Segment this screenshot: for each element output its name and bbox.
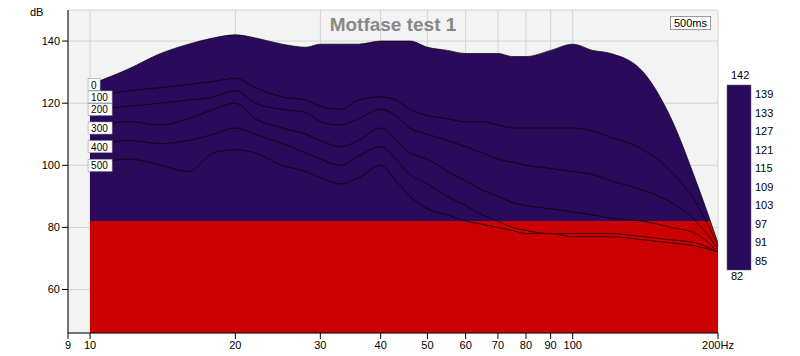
svg-text:82: 82 — [731, 270, 743, 282]
svg-text:400: 400 — [91, 142, 108, 153]
svg-text:10: 10 — [84, 339, 96, 351]
svg-text:90: 90 — [545, 339, 557, 351]
svg-text:85: 85 — [755, 255, 767, 267]
svg-text:200Hz: 200Hz — [702, 339, 734, 351]
html-text:500ms: 500ms — [674, 17, 707, 29]
svg-text:30: 30 — [314, 339, 326, 351]
svg-text:120: 120 — [42, 97, 60, 109]
svg-text:70: 70 — [492, 339, 504, 351]
svg-text:103: 103 — [755, 199, 773, 211]
svg-text:80: 80 — [520, 339, 532, 351]
svg-text:139: 139 — [755, 88, 773, 100]
svg-text:80: 80 — [48, 221, 60, 233]
svg-text:100: 100 — [564, 339, 582, 351]
svg-text:115: 115 — [755, 162, 773, 174]
svg-text:97: 97 — [755, 218, 767, 230]
svg-text:300: 300 — [91, 123, 108, 134]
svg-text:100: 100 — [91, 92, 108, 103]
svg-text:121: 121 — [755, 144, 773, 156]
svg-text:91: 91 — [755, 236, 767, 248]
html-text:dB: dB — [30, 6, 44, 18]
svg-text:50: 50 — [421, 339, 433, 351]
svg-text:100: 100 — [42, 159, 60, 171]
svg-text:60: 60 — [48, 283, 60, 295]
svg-text:0: 0 — [91, 80, 97, 91]
svg-text:140: 140 — [42, 35, 60, 47]
svg-text:40: 40 — [375, 339, 387, 351]
svg-text:200: 200 — [91, 104, 108, 115]
svg-text:500: 500 — [91, 160, 108, 171]
svg-text:60: 60 — [460, 339, 472, 351]
svg-text:20: 20 — [229, 339, 241, 351]
svg-text:109: 109 — [755, 181, 773, 193]
html-text:Motfase test 1: Motfase test 1 — [329, 14, 457, 35]
svg-text:133: 133 — [755, 107, 773, 119]
svg-text:127: 127 — [755, 125, 773, 137]
svg-text:142: 142 — [731, 69, 749, 81]
svg-text:9: 9 — [65, 339, 71, 351]
